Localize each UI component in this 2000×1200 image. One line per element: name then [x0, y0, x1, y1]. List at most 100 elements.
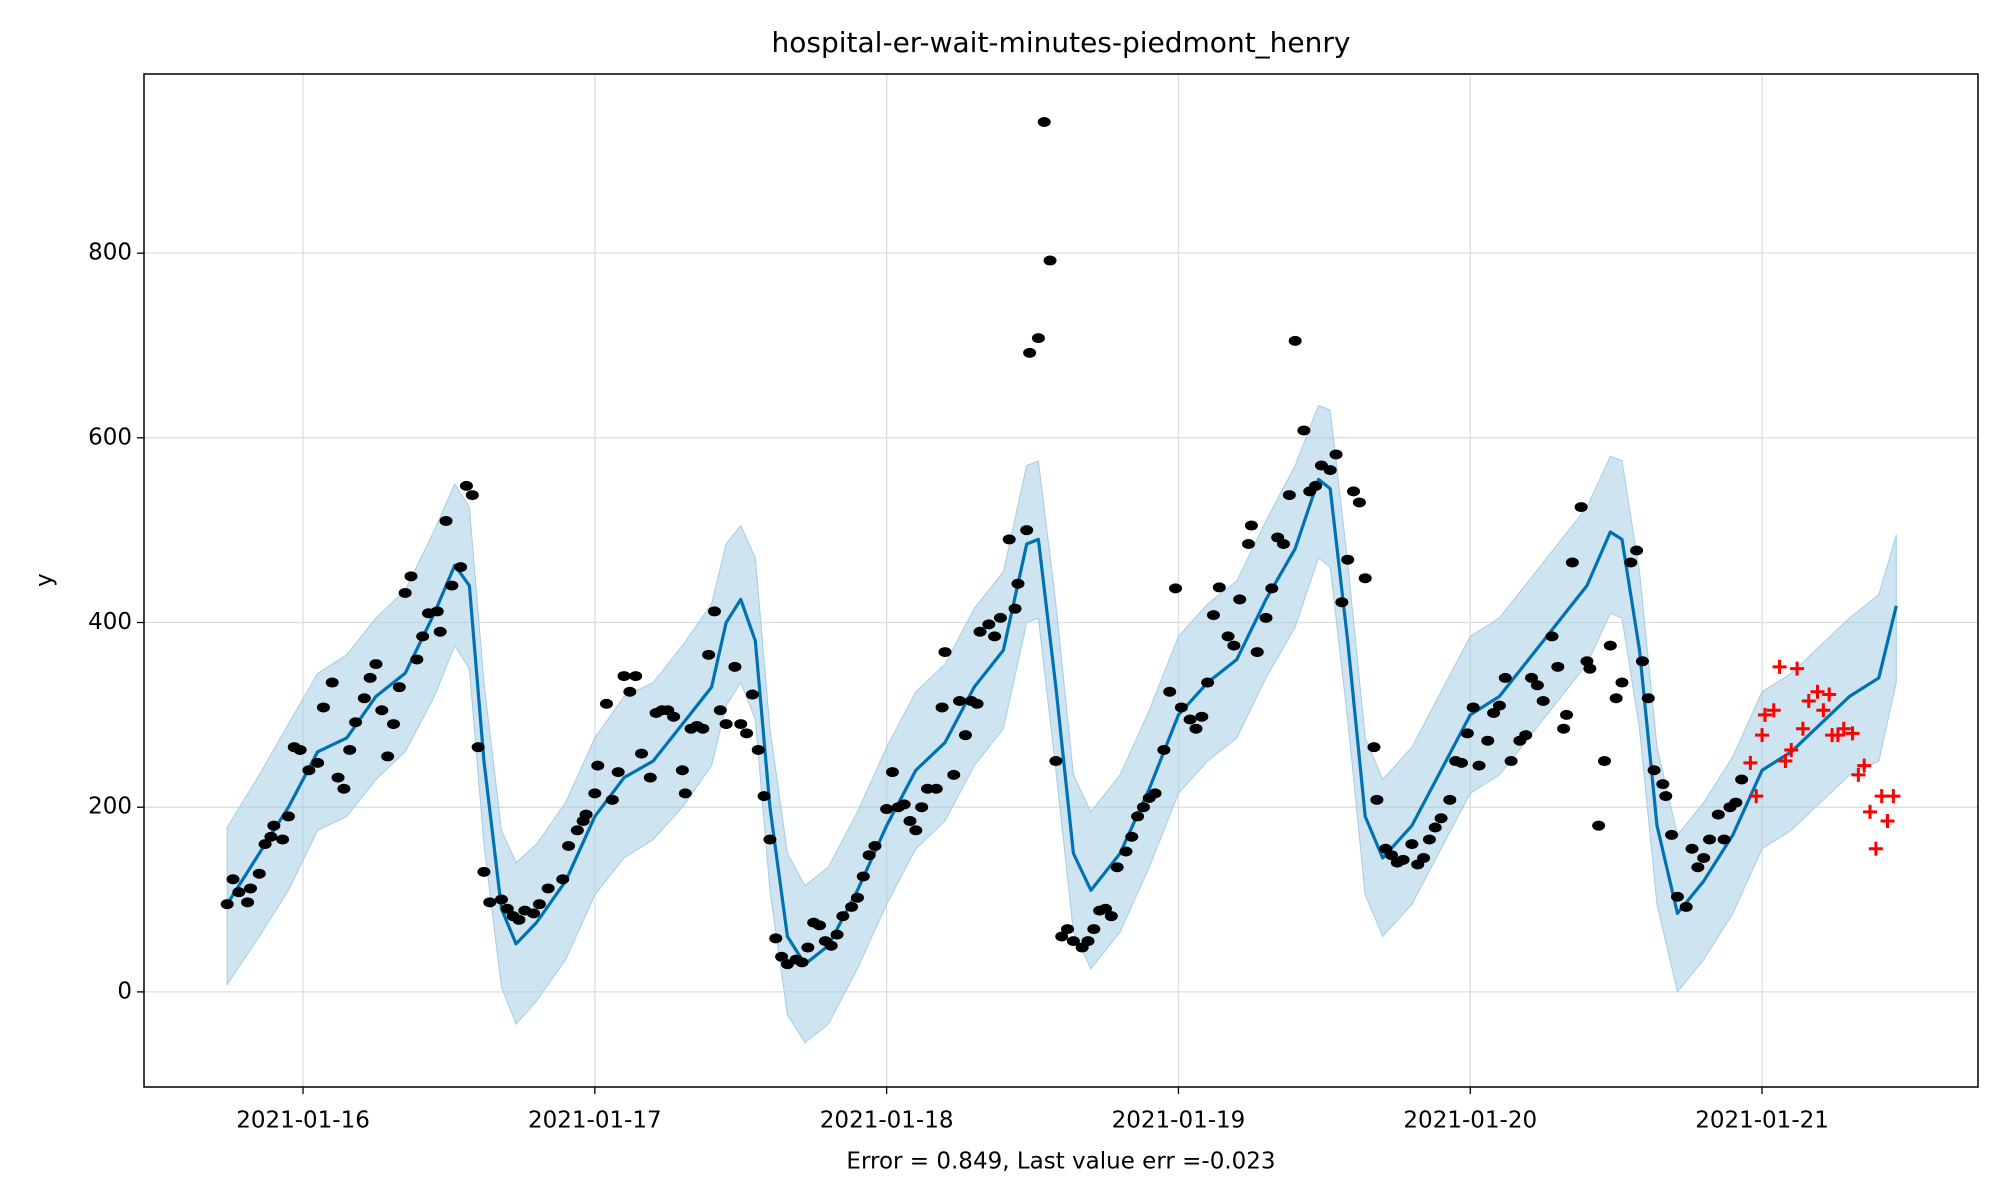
observed-point: [1148, 788, 1162, 799]
observed-point: [1020, 525, 1034, 536]
observed-point: [617, 671, 631, 682]
y-tick-label: 0: [117, 978, 132, 1004]
observed-point: [675, 765, 689, 776]
observed-point: [1099, 903, 1113, 914]
test-point: [1795, 721, 1810, 736]
observed-point: [757, 791, 771, 802]
x-tick-label: 2021-01-16: [236, 1108, 370, 1134]
observed-point: [947, 769, 961, 780]
observed-point: [1487, 708, 1501, 719]
observed-point: [1309, 480, 1323, 491]
observed-point: [532, 899, 546, 910]
observed-point: [775, 951, 789, 962]
observed-point: [1492, 700, 1506, 711]
observed-point: [1647, 765, 1661, 776]
observed-point: [1119, 846, 1133, 857]
observed-point: [1417, 852, 1431, 863]
observed-point: [707, 606, 721, 617]
observed-point: [1530, 680, 1544, 691]
observed-point: [958, 730, 972, 741]
observed-point: [915, 802, 929, 813]
observed-point: [1189, 723, 1203, 734]
observed-point: [1201, 677, 1215, 688]
observed-point: [398, 587, 412, 598]
observed-point: [1329, 449, 1343, 460]
observed-point: [454, 562, 468, 573]
observed-point: [953, 696, 967, 707]
observed-point: [1206, 610, 1220, 621]
observed-point: [1227, 640, 1241, 651]
observed-point: [337, 783, 351, 794]
observed-point: [244, 883, 258, 894]
observed-point: [1557, 723, 1571, 734]
observed-point: [880, 804, 894, 815]
observed-point: [734, 719, 748, 730]
observed-point: [1081, 936, 1095, 947]
observed-point: [702, 649, 716, 660]
observed-point: [1434, 813, 1448, 824]
observed-point: [369, 659, 383, 670]
y-axis-label: y: [32, 573, 58, 587]
observed-point: [1011, 578, 1025, 589]
observed-point: [1729, 797, 1743, 808]
observed-point: [929, 783, 943, 794]
observed-point: [433, 626, 447, 637]
observed-point: [252, 868, 266, 879]
observed-point: [556, 874, 570, 885]
observed-point: [1624, 557, 1638, 568]
test-point: [1857, 758, 1872, 773]
observed-point: [1630, 545, 1644, 556]
observed-point: [588, 788, 602, 799]
observed-point: [1370, 794, 1384, 805]
observed-point: [1551, 661, 1565, 672]
observed-point: [728, 661, 742, 672]
observed-point: [1498, 672, 1512, 683]
observed-point: [381, 751, 395, 762]
test-point: [1810, 684, 1825, 699]
observed-point: [1504, 756, 1518, 767]
observed-point: [1422, 834, 1436, 845]
observed-point: [1087, 924, 1101, 935]
observed-point: [1174, 702, 1188, 713]
observed-point: [1367, 742, 1381, 753]
observed-point: [430, 606, 444, 617]
y-tick-label: 200: [88, 794, 132, 820]
observed-point: [226, 874, 240, 885]
observed-point: [1472, 760, 1486, 771]
x-axis-label: Error = 0.849, Last value err =-0.023: [846, 1149, 1275, 1175]
observed-point: [1031, 333, 1045, 344]
observed-point: [1384, 850, 1398, 861]
observed-point: [605, 794, 619, 805]
observed-point: [404, 571, 418, 582]
x-tick-label: 2021-01-19: [1112, 1108, 1246, 1134]
observed-point: [1455, 757, 1469, 768]
observed-point: [483, 897, 497, 908]
observed-point: [1679, 901, 1693, 912]
observed-point: [719, 719, 733, 730]
observed-point: [1691, 862, 1705, 873]
observed-point: [1136, 802, 1150, 813]
observed-point: [769, 933, 783, 944]
observed-point: [1592, 820, 1606, 831]
observed-point: [410, 654, 424, 665]
observed-point: [1055, 931, 1069, 942]
observed-point: [1008, 603, 1022, 614]
observed-point: [302, 765, 316, 776]
test-point: [1772, 659, 1787, 674]
observed-point: [856, 871, 870, 882]
observed-point: [1277, 539, 1291, 550]
observed-point: [1641, 693, 1655, 704]
observed-point: [897, 799, 911, 810]
observed-point: [1265, 583, 1279, 594]
observed-point: [1428, 822, 1442, 833]
observed-point: [1323, 465, 1337, 476]
test-point: [1816, 703, 1831, 718]
observed-point: [935, 702, 949, 713]
observed-point: [868, 840, 882, 851]
x-tick-label: 2021-01-21: [1695, 1108, 1829, 1134]
observed-point: [993, 612, 1007, 623]
observed-point: [970, 698, 984, 709]
observed-point: [903, 816, 917, 827]
x-tick-label: 2021-01-17: [528, 1108, 662, 1134]
